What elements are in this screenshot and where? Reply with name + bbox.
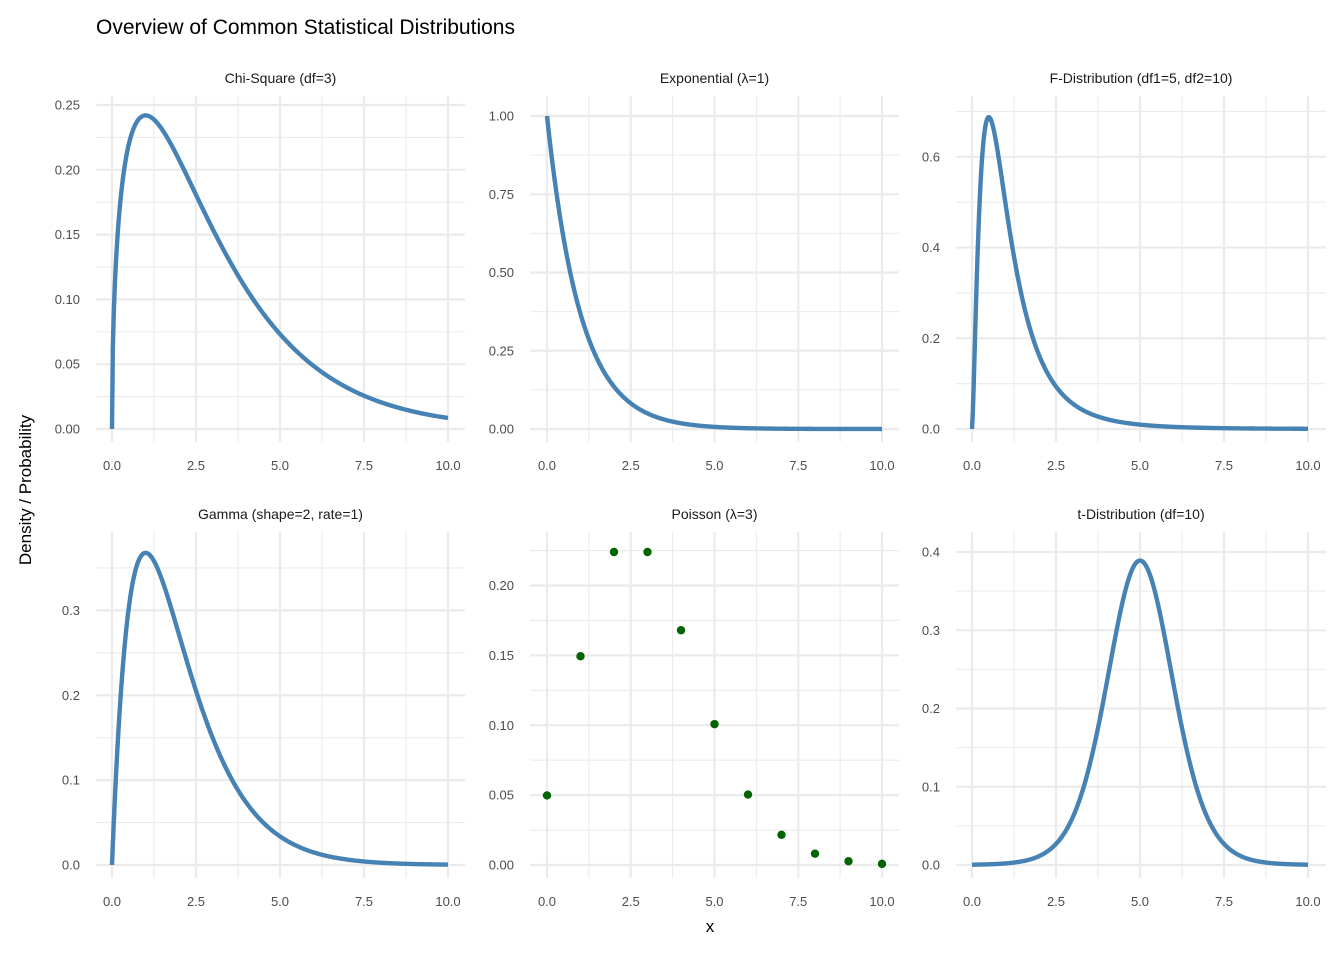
- y-tick-label: 0.05: [489, 788, 514, 803]
- density-line: [109, 550, 450, 867]
- y-tick-label: 0.3: [62, 603, 80, 618]
- data-point: [777, 830, 786, 840]
- x-tick-label: 7.5: [1215, 894, 1233, 909]
- panel-title: Gamma (shape=2, rate=1): [198, 506, 363, 522]
- x-tick-label: 5.0: [705, 458, 723, 473]
- x-tick-label: 10.0: [435, 458, 460, 473]
- x-tick-label: 2.5: [187, 894, 205, 909]
- x-tick-label: 10.0: [435, 894, 460, 909]
- x-tick-label: 7.5: [355, 458, 373, 473]
- data-point: [676, 626, 686, 635]
- y-tick-label: 0.15: [55, 227, 80, 242]
- y-tick-label: 0.1: [922, 779, 940, 794]
- y-tick-label: 1.00: [489, 109, 514, 124]
- data-point: [542, 791, 552, 800]
- x-tick-label: 10.0: [869, 458, 894, 473]
- x-tick-label: 0.0: [963, 894, 981, 909]
- y-tick-label: 0.1: [62, 773, 80, 788]
- density-line: [109, 113, 450, 430]
- panel-2: 0.0 2.5 5.0 7.5 10.0 0.00 0.25 0.50 0.75 1.00 Expo…: [489, 70, 899, 473]
- data-point: [710, 719, 719, 729]
- x-tick-label: 0.0: [103, 894, 121, 909]
- x-tick-label: 7.5: [1215, 458, 1233, 473]
- y-tick-label: 0.6: [922, 149, 940, 164]
- x-tick-label: 0.0: [538, 458, 556, 473]
- y-tick-label: 0.25: [489, 343, 514, 358]
- x-tick-label: 5.0: [1131, 894, 1149, 909]
- data-point: [844, 857, 853, 866]
- x-tick-label: 5.0: [271, 458, 289, 473]
- y-tick-label: 0.00: [489, 422, 514, 437]
- x-tick-label: 7.5: [355, 894, 373, 909]
- panel-title: Chi-Square (df=3): [225, 70, 337, 86]
- x-tick-label: 2.5: [1047, 894, 1065, 909]
- panel-4: 0.0 2.5 5.0 7.5 10.0 0.0 0.1 0.2 0.3 Gamma (shape…: [62, 506, 465, 909]
- y-tick-label: 0.15: [489, 648, 514, 663]
- x-tick-label: 0.0: [103, 458, 121, 473]
- y-tick-label: 0.10: [55, 292, 80, 307]
- panel-title: t-Distribution (df=10): [1077, 506, 1204, 522]
- x-tick-label: 10.0: [1295, 458, 1320, 473]
- data-point: [810, 849, 820, 858]
- y-tick-label: 0.0: [922, 858, 940, 873]
- y-tick-label: 0.20: [489, 578, 514, 593]
- x-tick-label: 7.5: [789, 458, 807, 473]
- x-tick-label: 5.0: [271, 894, 289, 909]
- data-point: [743, 790, 753, 799]
- panel-title: Exponential (λ=1): [660, 70, 769, 86]
- y-tick-label: 0.2: [62, 688, 80, 703]
- x-tick-label: 0.0: [963, 458, 981, 473]
- y-tick-label: 0.50: [489, 265, 514, 280]
- y-tick-label: 0.4: [922, 240, 940, 255]
- y-tick-label: 0.4: [922, 545, 940, 560]
- y-tick-label: 0.05: [55, 357, 80, 372]
- data-point: [609, 547, 619, 557]
- y-tick-label: 0.20: [55, 162, 80, 177]
- density-line: [544, 115, 884, 432]
- panel-6: 0.0 2.5 5.0 7.5 10.0 0.0 0.1 0.2 0.3 0.4 t-Distrib…: [922, 506, 1326, 909]
- panel-5: 0.0 2.5 5.0 7.5 10.0 0.00 0.05 0.10 0.15 0.20 Pois…: [489, 506, 899, 909]
- y-tick-label: 0.00: [55, 422, 80, 437]
- x-axis-title: x: [706, 917, 715, 936]
- x-tick-label: 2.5: [187, 458, 205, 473]
- figure-title: Overview of Common Statistical Distribut…: [96, 16, 515, 39]
- x-tick-label: 10.0: [1295, 894, 1320, 909]
- y-tick-label: 0.75: [489, 187, 514, 202]
- y-tick-label: 0.3: [922, 623, 940, 638]
- panel-title: F-Distribution (df1=5, df2=10): [1050, 70, 1233, 86]
- panel-1: 0.0 2.5 5.0 7.5 10.0 0.00 0.05 0.10 0.15 0.20 0.25…: [55, 70, 465, 473]
- x-tick-label: 10.0: [869, 894, 894, 909]
- density-line: [970, 558, 1310, 867]
- panel-3: 0.0 2.5 5.0 7.5 10.0 0.0 0.2 0.4 0.6 F-Distributi…: [922, 70, 1326, 473]
- y-tick-label: 0.2: [922, 701, 940, 716]
- y-axis-title: Density / Probability: [16, 414, 35, 565]
- x-tick-label: 7.5: [789, 894, 807, 909]
- density-line: [969, 114, 1310, 431]
- y-tick-label: 0.25: [55, 98, 80, 113]
- y-tick-label: 0.0: [922, 422, 940, 437]
- x-tick-label: 2.5: [622, 458, 640, 473]
- data-point: [877, 859, 887, 869]
- facet-panels: 0.0 2.5 5.0 7.5 10.00.000.050.100.150.200.25…: [55, 70, 1326, 909]
- x-tick-label: 5.0: [705, 894, 723, 909]
- panel-title: Poisson (λ=3): [672, 506, 758, 522]
- y-tick-label: 0.10: [489, 718, 514, 733]
- x-tick-label: 2.5: [1047, 458, 1065, 473]
- x-tick-label: 0.0: [538, 894, 556, 909]
- y-tick-label: 0.00: [489, 858, 514, 873]
- y-tick-label: 0.2: [922, 331, 940, 346]
- y-tick-label: 0.0: [62, 858, 80, 873]
- data-point: [643, 547, 652, 557]
- x-tick-label: 2.5: [622, 894, 640, 909]
- data-point: [576, 652, 585, 661]
- x-tick-label: 5.0: [1131, 458, 1149, 473]
